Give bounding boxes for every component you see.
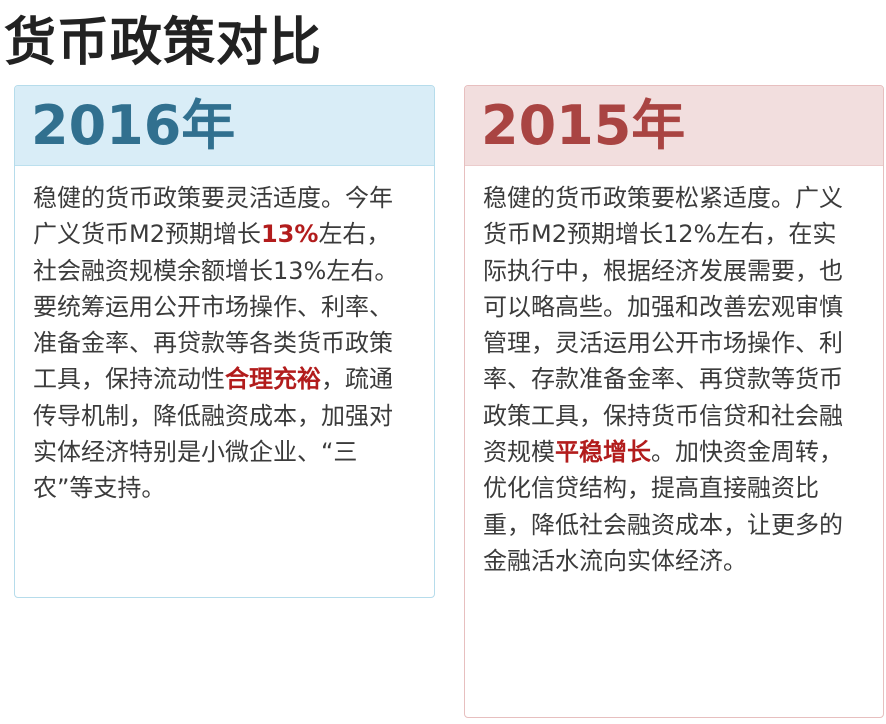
highlight-steady-growth: 平稳增长 [555, 438, 651, 467]
year-label-2015: 2015年 [481, 93, 686, 157]
card-header-2016: 2016年 [15, 86, 434, 166]
policy-text-2016: 稳健的货币政策要灵活适度。今年广义货币M2预期增长13%左右，社会融资规模余额增… [15, 166, 434, 507]
policy-text-segment: ，疏通传导机制，降低融资成本，加强对实体经济特别是小微企业、“三农”等支持。 [33, 365, 393, 503]
policy-text-segment: 。加快资金周转，优化信贷结构，提高直接融资比重，降低社会融资成本，让更多的金融活… [483, 438, 843, 575]
year-label-2016: 2016年 [31, 93, 236, 157]
policy-card-2016: 2016年 稳健的货币政策要灵活适度。今年广义货币M2预期增长13%左右，社会融… [14, 85, 435, 598]
page-title: 货币政策对比 [4, 13, 323, 73]
highlight-m2-growth: 13% [260, 220, 319, 249]
policy-text-segment: 左右，社会融资规模余额增长13%左右。要统筹运用公开市场操作、利率、准备金率、再… [33, 220, 399, 394]
policy-card-2015: 2015年 稳健的货币政策要松紧适度。广义货币M2预期增长12%左右，在实际执行… [464, 85, 884, 718]
policy-text-2015: 稳健的货币政策要松紧适度。广义货币M2预期增长12%左右，在实际执行中，根据经济… [465, 166, 883, 579]
policy-text-segment: 稳健的货币政策要灵活适度。今年广义货币M2预期增长 [33, 184, 393, 249]
card-header-2015: 2015年 [465, 86, 883, 166]
policy-text-segment: 稳健的货币政策要松紧适度。广义货币M2预期增长12%左右，在实际执行中，根据经济… [483, 184, 843, 467]
highlight-liquidity: 合理充裕 [225, 365, 321, 394]
